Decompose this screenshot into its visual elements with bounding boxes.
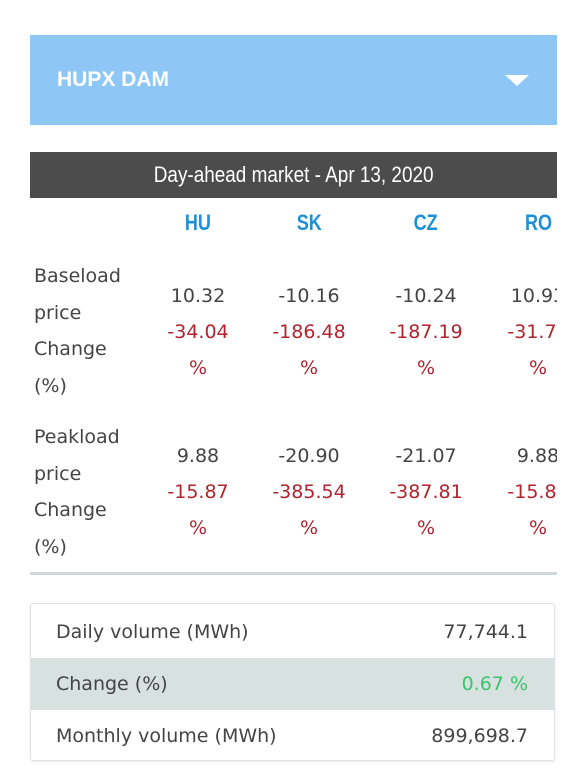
monthly-volume-value: 899,698.7 — [431, 725, 528, 747]
peakload-price-sk: -20.90 — [278, 445, 340, 467]
monthly-volume-row: Monthly volume (MWh) 899,698.7 — [31, 710, 554, 762]
monthly-volume-label: Monthly volume (MWh) — [56, 725, 277, 747]
daily-volume-value: 77,744.1 — [443, 621, 528, 643]
baseload-change-ro: -31.74 — [507, 321, 557, 343]
baseload-change-sk: -186.48 — [272, 321, 346, 343]
baseload-percent-ro: % — [528, 357, 548, 379]
peakload-change-sk: -385.54 — [272, 481, 346, 503]
peakload-change-ro: -15.87 — [507, 481, 557, 503]
baseload-price-sk: -10.16 — [278, 285, 340, 307]
peakload-change-cz: -387.81 — [389, 481, 463, 503]
peakload-percent-cz: % — [416, 517, 436, 539]
column-heading-ro: RO — [524, 210, 552, 235]
market-selector-dropdown[interactable]: HUPX DAM — [30, 35, 557, 125]
baseload-percent-sk: % — [299, 357, 319, 379]
peakload-percent-sk: % — [299, 517, 319, 539]
volume-summary-card: Daily volume (MWh) 77,744.1 Change (%) 0… — [30, 603, 555, 761]
baseload-price-hu: 10.32 — [170, 285, 226, 307]
baseload-price-ro: 10.93 — [510, 285, 557, 307]
market-selector-label: HUPX DAM — [57, 68, 170, 91]
baseload-price-cz: -10.24 — [395, 285, 457, 307]
peakload-price-hu: 9.88 — [176, 445, 220, 467]
peakload-row-label: Peakload price Change (%) — [34, 426, 120, 558]
peakload-percent-ro: % — [528, 517, 548, 539]
peakload-price-ro: 9.88 — [516, 445, 557, 467]
daily-volume-row: Daily volume (MWh) 77,744.1 — [31, 606, 554, 658]
market-price-table: HU SK CZ RO Baseload price Change (%) 10… — [30, 198, 557, 576]
table-divider — [30, 572, 557, 575]
market-table-title: Day-ahead market - Apr 13, 2020 — [153, 162, 434, 187]
peakload-percent-hu: % — [188, 517, 208, 539]
column-heading-cz: CZ — [413, 210, 439, 235]
volume-change-value: 0.67 % — [461, 673, 528, 695]
peakload-change-hu: -15.87 — [167, 481, 229, 503]
daily-volume-label: Daily volume (MWh) — [56, 621, 249, 643]
baseload-change-cz: -187.19 — [389, 321, 463, 343]
market-table-header: Day-ahead market - Apr 13, 2020 — [30, 152, 557, 198]
volume-change-row: Change (%) 0.67 % — [31, 658, 554, 710]
peakload-price-cz: -21.07 — [395, 445, 457, 467]
baseload-row-label: Baseload price Change (%) — [34, 265, 121, 397]
chevron-down-icon[interactable] — [505, 74, 529, 86]
baseload-percent-cz: % — [416, 357, 436, 379]
column-heading-hu: HU — [184, 210, 212, 235]
baseload-change-hu: -34.04 — [167, 321, 229, 343]
column-heading-sk: SK — [296, 210, 322, 235]
volume-change-label: Change (%) — [56, 673, 168, 695]
baseload-percent-hu: % — [188, 357, 208, 379]
